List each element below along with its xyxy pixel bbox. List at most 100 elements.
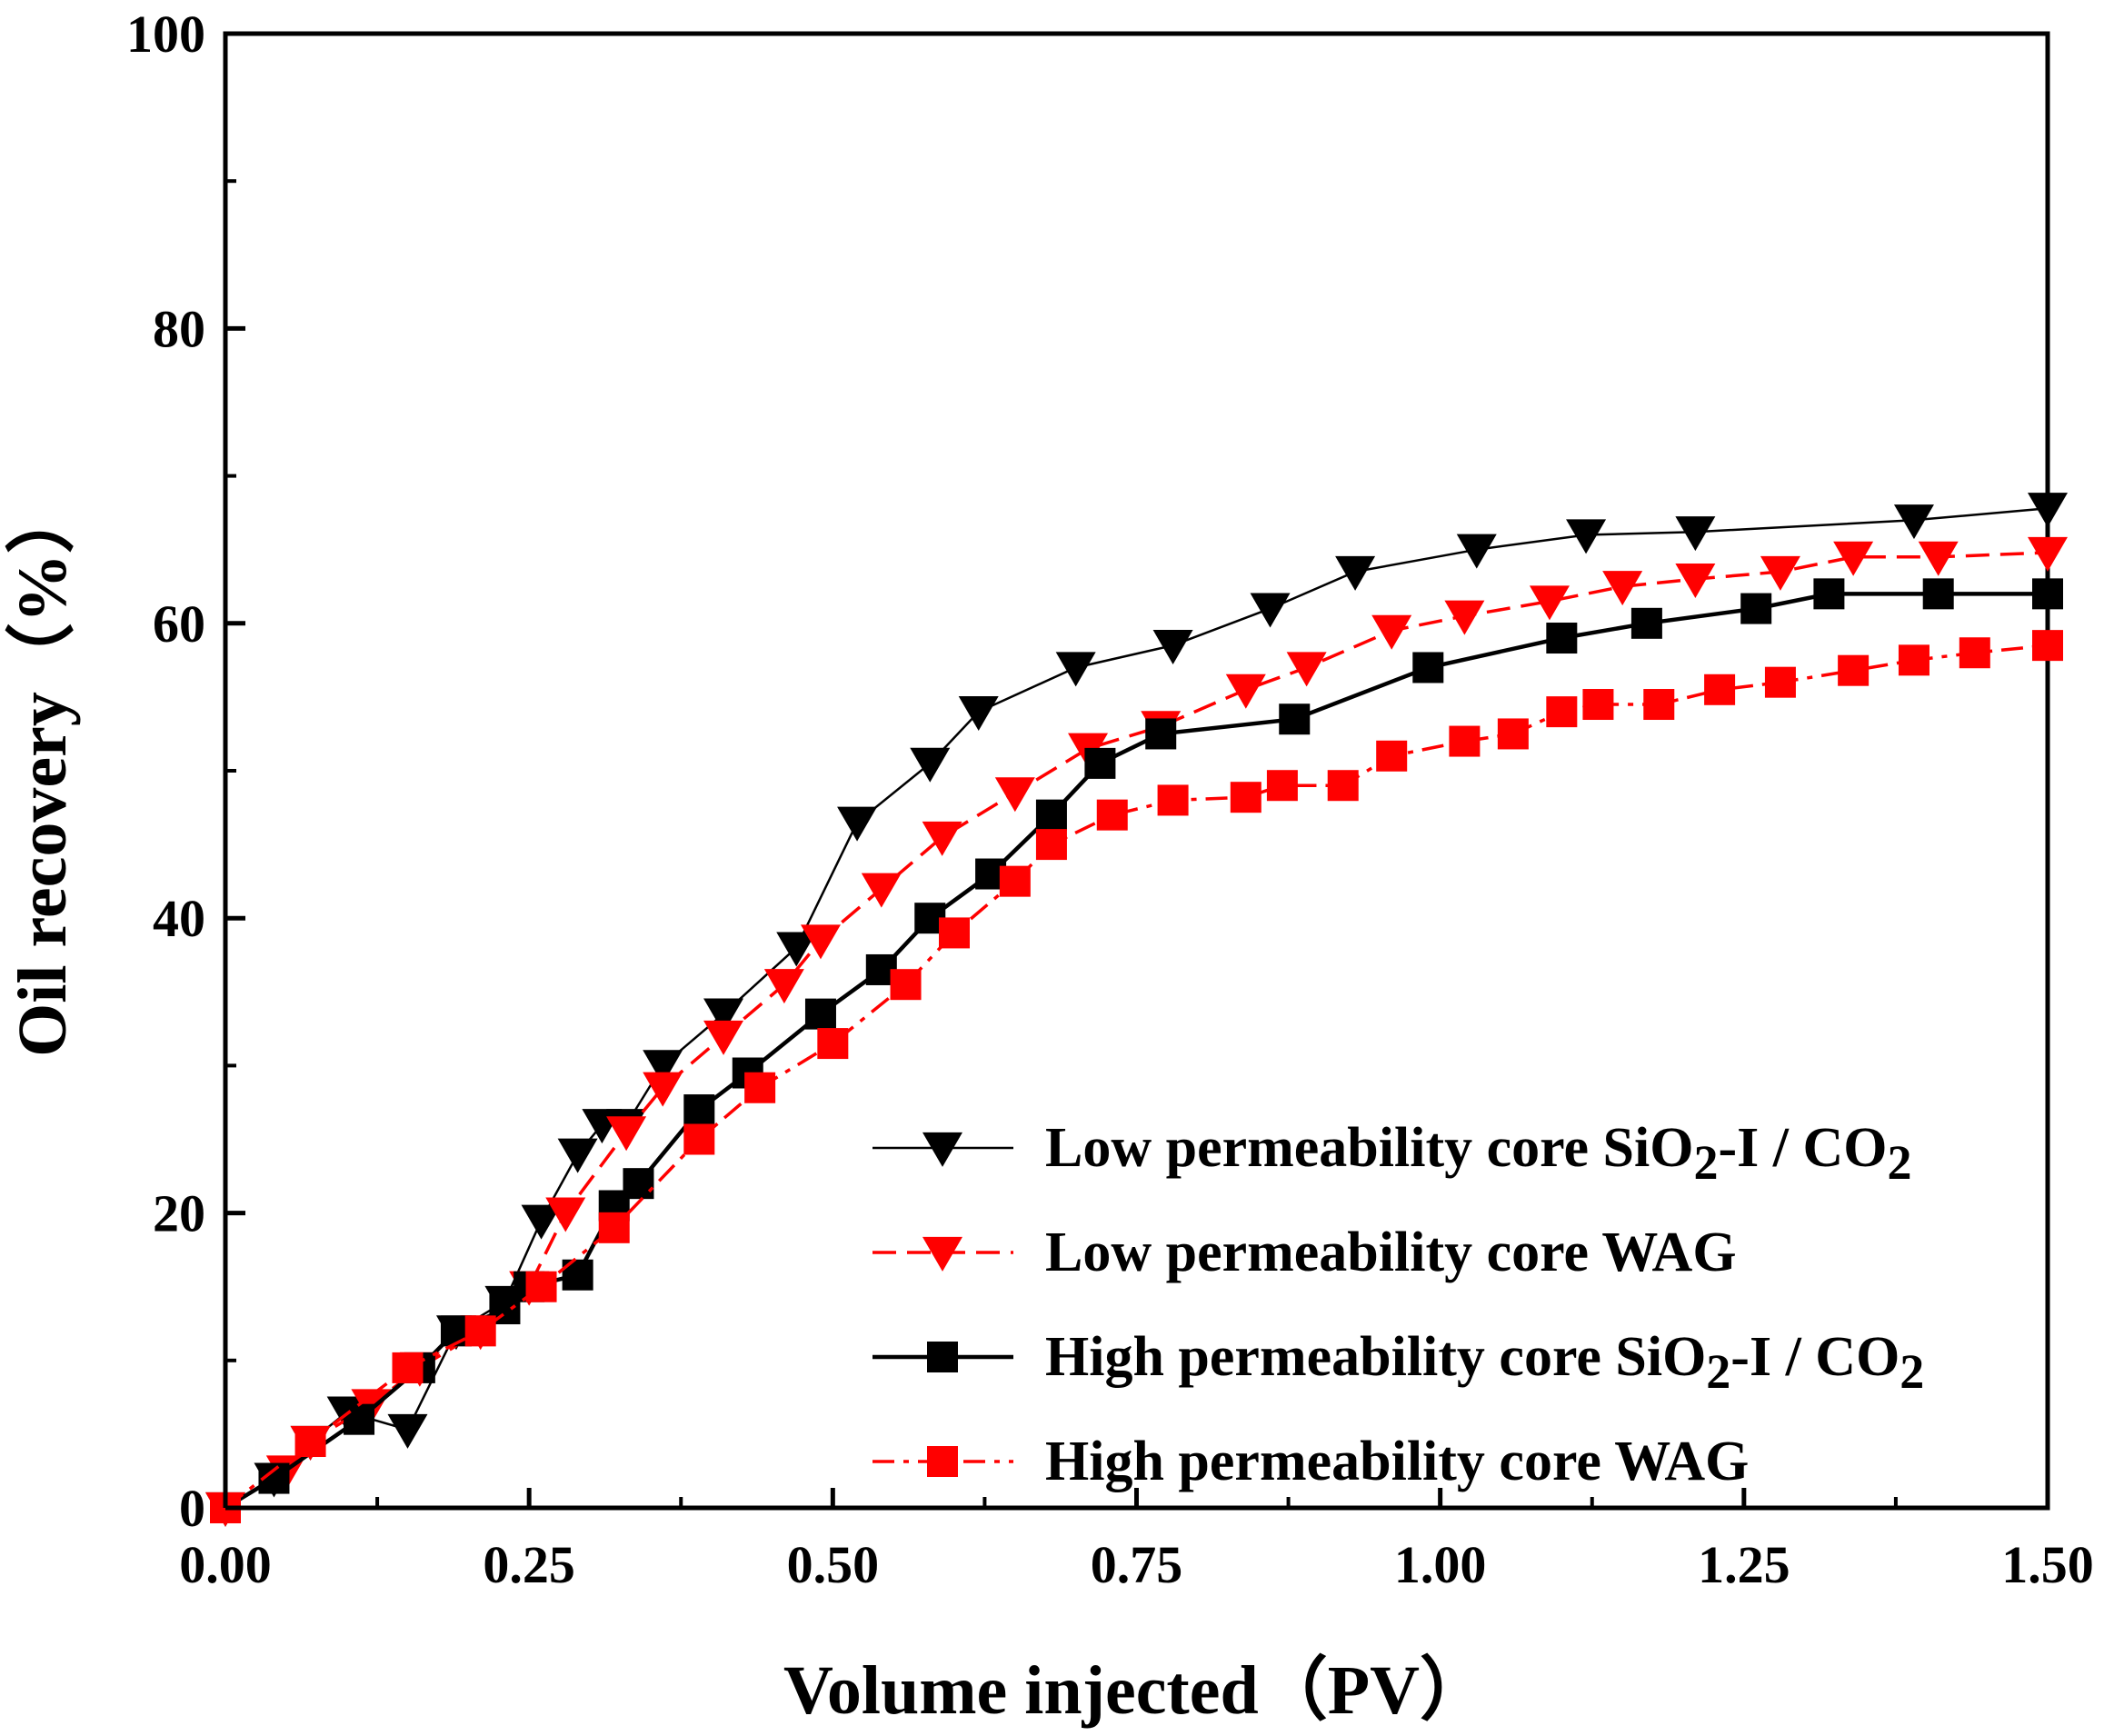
data-point	[1813, 578, 1845, 610]
data-point	[1566, 519, 1607, 554]
data-point	[1084, 747, 1116, 779]
legend-text-part: -I / CO	[1718, 1117, 1887, 1179]
data-point	[1630, 607, 1662, 639]
legend-text-part: High permeability core WAG	[1045, 1431, 1749, 1492]
data-point	[958, 696, 999, 732]
data-point	[776, 932, 817, 967]
x-tick-label: 0.50	[787, 1535, 880, 1594]
x-tick-label: 0.00	[179, 1535, 272, 1594]
data-point	[344, 1403, 375, 1435]
data-point	[1675, 564, 1716, 599]
data-point	[1371, 614, 1412, 650]
legend-text-part: -I / CO	[1730, 1326, 1900, 1388]
data-point	[683, 1123, 715, 1155]
data-point	[2028, 493, 2068, 528]
x-axis: 0.00 0.25 0.50 0.75 1.00 1.25 1.50	[179, 1488, 2094, 1594]
data-point	[606, 1116, 647, 1152]
data-point	[994, 777, 1035, 813]
x-tick-label: 1.00	[1394, 1535, 1487, 1594]
data-point	[1152, 630, 1193, 665]
legend-label: Low permeability core WAG	[1045, 1222, 1737, 1283]
data-point	[1335, 555, 1376, 591]
data-point	[1959, 637, 1990, 669]
data-point	[1230, 782, 1261, 813]
legend-text-part: High permeability core SiO	[1045, 1326, 1706, 1388]
data-point	[2028, 536, 2068, 572]
data-point	[525, 1271, 557, 1302]
data-point	[1286, 652, 1327, 687]
data-point	[1760, 555, 1800, 591]
legend-subscript: 2	[1887, 1135, 1911, 1190]
data-point	[1546, 696, 1578, 728]
y-tick-label: 60	[153, 594, 205, 653]
y-tick-label: 80	[153, 299, 205, 358]
data-point	[1412, 652, 1444, 683]
x-tick-label: 0.75	[1091, 1535, 1183, 1594]
data-point	[643, 1072, 683, 1107]
data-point	[1327, 770, 1359, 802]
legend: Low permeability core SiO2-I / CO2 Low pe…	[873, 1117, 1924, 1492]
data-point	[763, 969, 804, 1004]
data-point	[1157, 784, 1189, 816]
data-point	[2032, 578, 2063, 610]
data-point	[598, 1212, 630, 1243]
data-point	[1643, 689, 1675, 721]
data-point	[744, 1072, 776, 1103]
data-point	[861, 873, 902, 908]
data-point	[1279, 703, 1311, 735]
data-point	[1250, 593, 1291, 628]
data-point	[294, 1426, 326, 1458]
legend-label: High permeability core SiO2-I / CO2	[1045, 1326, 1924, 1399]
x-tick-label: 1.25	[1698, 1535, 1790, 1594]
data-point	[1225, 673, 1266, 709]
data-point	[910, 747, 951, 783]
legend-marker	[922, 1132, 962, 1167]
data-point	[1838, 654, 1870, 686]
data-point	[387, 1413, 428, 1449]
data-point	[1704, 673, 1736, 705]
data-point	[1456, 534, 1497, 569]
data-point	[1764, 666, 1796, 698]
legend-marker	[927, 1342, 958, 1372]
legend-subscript: 2	[1706, 1344, 1730, 1399]
data-point	[1740, 593, 1772, 624]
data-point	[1035, 829, 1067, 861]
y-tick-label: 100	[126, 5, 205, 64]
data-point	[2032, 630, 2063, 662]
data-point	[1893, 504, 1934, 540]
data-point	[800, 924, 841, 960]
legend-subscript: 2	[1900, 1344, 1924, 1399]
data-point	[683, 1094, 715, 1126]
y-axis: 0 20 40 60 80 100	[126, 5, 245, 1538]
data-point	[1602, 571, 1643, 606]
data-point	[703, 1020, 744, 1055]
data-point	[392, 1352, 424, 1383]
series-line	[224, 507, 2049, 1510]
data-point	[1266, 770, 1298, 802]
data-point	[1675, 516, 1716, 552]
data-point	[623, 1168, 654, 1200]
data-point	[1898, 644, 1929, 676]
data-point	[1833, 541, 1874, 576]
data-point	[1582, 689, 1614, 721]
data-point	[1096, 799, 1128, 831]
data-point	[837, 806, 878, 842]
y-axis-title: Oil recovery（%）	[5, 484, 81, 1057]
data-point	[1449, 725, 1481, 757]
series-4	[210, 630, 2063, 1523]
data-point	[1546, 623, 1578, 654]
data-point	[999, 865, 1031, 897]
data-point	[545, 1197, 586, 1232]
legend-text-part: Low permeability core WAG	[1045, 1222, 1737, 1283]
data-point	[643, 1050, 683, 1085]
legend-subscript: 2	[1693, 1135, 1718, 1190]
data-point	[1529, 585, 1570, 621]
data-point	[890, 969, 922, 1001]
y-tick-label: 0	[179, 1479, 205, 1538]
data-point	[1055, 652, 1096, 687]
legend-label: Low permeability core SiO2-I / CO2	[1045, 1117, 1911, 1190]
plot-marks	[205, 493, 2068, 1527]
data-point	[1376, 740, 1408, 772]
x-tick-label: 1.50	[2001, 1535, 2094, 1594]
data-point	[464, 1315, 496, 1347]
